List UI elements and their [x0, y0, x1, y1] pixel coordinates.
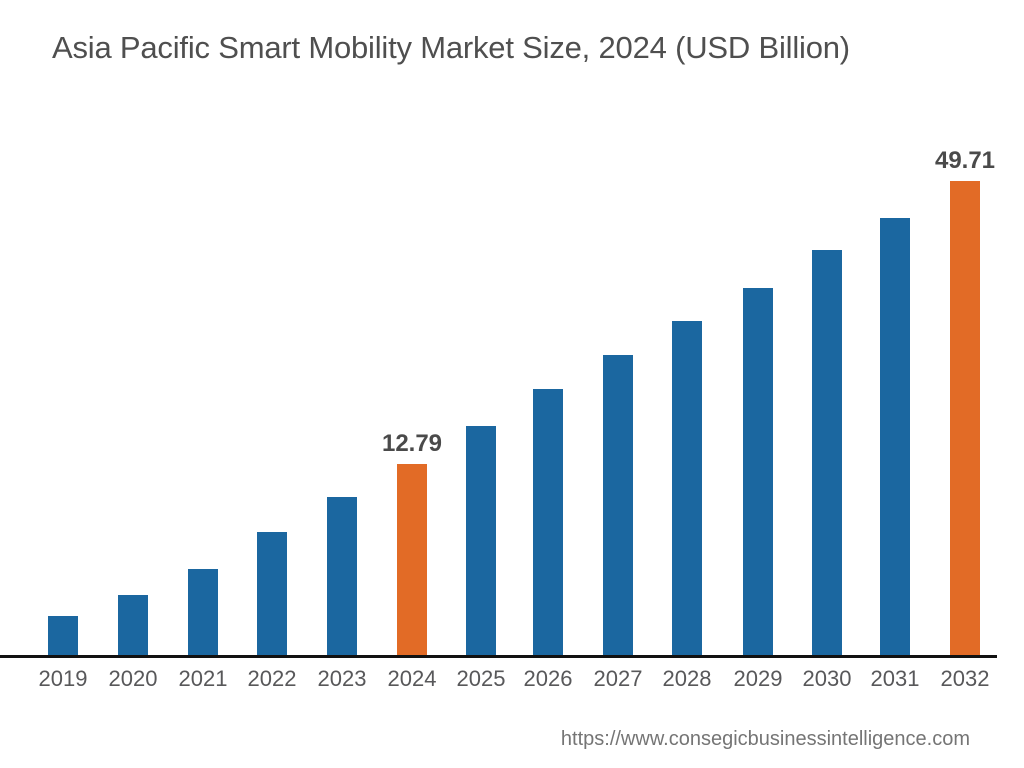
bar-2027 [603, 355, 633, 658]
x-tick-2029: 2029 [733, 666, 783, 691]
x-tick-2022: 2022 [247, 666, 297, 691]
x-tick-2032: 2032 [940, 666, 990, 691]
bar-2019 [48, 616, 78, 658]
bar-2031 [880, 218, 910, 658]
bar-2030 [812, 250, 842, 658]
bar-2025 [466, 426, 496, 658]
x-tick-2027: 2027 [593, 666, 643, 691]
chart-title: Asia Pacific Smart Mobility Market Size,… [52, 30, 850, 65]
x-axis-line [0, 655, 997, 658]
bar-2023 [327, 497, 357, 658]
value-label-2024: 12.79 [381, 430, 443, 457]
bar-2021 [188, 569, 218, 658]
bar-2028 [672, 321, 702, 658]
bar-2024 [397, 464, 427, 658]
source-url: https://www.consegicbusinessintelligence… [560, 728, 970, 750]
bar-2026 [533, 389, 563, 658]
x-tick-2020: 2020 [108, 666, 158, 691]
x-tick-2031: 2031 [870, 666, 920, 691]
x-tick-2023: 2023 [317, 666, 367, 691]
bar-2022 [257, 532, 287, 658]
x-tick-2021: 2021 [178, 666, 228, 691]
bar-2020 [118, 595, 148, 658]
bar-2032 [950, 181, 980, 658]
x-tick-2019: 2019 [38, 666, 88, 691]
x-tick-2026: 2026 [523, 666, 573, 691]
x-tick-2025: 2025 [456, 666, 506, 691]
x-tick-2028: 2028 [662, 666, 712, 691]
x-tick-2024: 2024 [387, 666, 437, 691]
bar-2029 [743, 288, 773, 658]
value-label-2032: 49.71 [934, 147, 996, 174]
x-tick-2030: 2030 [802, 666, 852, 691]
